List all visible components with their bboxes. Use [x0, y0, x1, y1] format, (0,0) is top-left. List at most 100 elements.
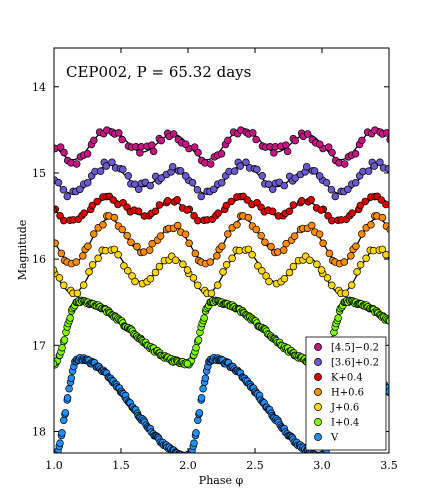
data-point-3-6-0-2 — [384, 165, 389, 173]
data-point-4-5-0-2 — [157, 136, 166, 145]
data-point-3-6-0-2 — [322, 178, 331, 187]
data-point-k-0-4 — [243, 196, 252, 204]
x-tick-label: 2.5 — [246, 459, 264, 472]
data-point-j-0-6 — [341, 289, 350, 298]
data-point-4-5-0-2 — [324, 143, 333, 151]
data-point-3-6-0-2 — [63, 192, 72, 201]
data-point-j-0-6 — [265, 277, 273, 286]
data-point-h-0-6 — [90, 230, 98, 238]
y-tick-label: 17 — [32, 339, 46, 352]
data-point-h-0-6 — [127, 238, 135, 246]
data-point-4-5-0-2 — [328, 148, 336, 157]
data-point-h-0-6 — [110, 213, 119, 222]
axis-ticks: 1.0 1.5 2.0 2.5 3.0 3.5 14 15 16 17 18 — [32, 48, 398, 472]
chart-title: CEP002, P = 65.32 days — [66, 63, 251, 81]
data-point-h-0-6 — [279, 246, 288, 254]
legend-label: J+0.6 — [330, 403, 359, 414]
data-point-h-0-6 — [148, 239, 156, 248]
data-point-3-6-0-2 — [344, 185, 352, 194]
data-point-j-0-6 — [120, 262, 128, 270]
data-point-h-0-6 — [156, 232, 165, 240]
data-point-i-0-4 — [194, 336, 203, 344]
data-point-h-0-6 — [347, 252, 355, 260]
data-point-h-0-6 — [181, 230, 190, 238]
data-point-4-5-0-2 — [351, 150, 360, 158]
data-point-4-5-0-2 — [149, 147, 158, 156]
data-point-3-6-0-2 — [364, 167, 373, 175]
data-point-k-0-4 — [285, 207, 294, 215]
data-point-4-5-0-2 — [340, 160, 349, 168]
data-point-3-6-0-2 — [168, 162, 177, 171]
legend-label: H+0.6 — [331, 388, 364, 399]
legend-marker — [314, 418, 322, 426]
data-point-j-0-6 — [73, 289, 82, 298]
data-point-h-0-6 — [340, 258, 349, 266]
data-point-h-0-6 — [378, 213, 387, 222]
data-point-3-6-0-2 — [291, 174, 300, 182]
data-point-h-0-6 — [319, 239, 327, 247]
data-point-j-0-6 — [55, 274, 64, 282]
data-point-4-5-0-2 — [358, 136, 366, 145]
legend-label: [3.6]+0.2 — [331, 358, 379, 369]
data-point-v — [192, 429, 200, 437]
data-point-3-6-0-2 — [210, 185, 218, 194]
data-point-k-0-4 — [214, 209, 222, 217]
data-point-j-0-6 — [124, 267, 132, 275]
data-point-j-0-6 — [189, 274, 198, 282]
data-point-4-5-0-2 — [224, 136, 232, 145]
data-point-j-0-6 — [328, 281, 336, 290]
data-point-h-0-6 — [84, 242, 92, 251]
data-point-h-0-6 — [224, 230, 232, 238]
data-point-3-6-0-2 — [108, 158, 116, 167]
data-point-4-5-0-2 — [136, 149, 144, 157]
data-point-h-0-6 — [79, 252, 87, 260]
data-point-4-5-0-2 — [148, 141, 156, 149]
data-point-j-0-6 — [110, 245, 119, 254]
data-point-i-0-4 — [334, 314, 342, 322]
data-point-4-5-0-2 — [270, 149, 278, 157]
data-point-j-0-6 — [248, 251, 256, 259]
data-point-k-0-4 — [54, 206, 57, 214]
data-point-k-0-4 — [93, 197, 101, 206]
data-point-4-5-0-2 — [249, 129, 257, 137]
data-point-h-0-6 — [118, 225, 126, 234]
y-tick-label: 18 — [32, 425, 46, 438]
data-point-v — [65, 384, 73, 393]
legend-marker — [314, 373, 322, 381]
data-point-j-0-6 — [146, 275, 155, 283]
data-point-4-5-0-2 — [115, 129, 123, 137]
data-point-j-0-6 — [382, 251, 389, 259]
data-point-4-5-0-2 — [83, 150, 92, 158]
data-point-h-0-6 — [352, 242, 360, 251]
data-point-j-0-6 — [317, 266, 326, 274]
data-point-v — [58, 429, 66, 437]
data-point-k-0-4 — [361, 197, 370, 206]
data-point-4-5-0-2 — [169, 130, 178, 138]
data-point-4-5-0-2 — [282, 141, 290, 149]
data-point-4-5-0-2 — [60, 148, 68, 157]
data-point-j-0-6 — [60, 281, 68, 290]
data-point-3-6-0-2 — [217, 178, 226, 187]
data-point-h-0-6 — [54, 239, 59, 247]
x-tick-label: 1.5 — [112, 459, 130, 472]
x-tick-label: 1.0 — [45, 459, 63, 472]
data-point-k-0-4 — [163, 197, 172, 205]
data-point-j-0-6 — [305, 256, 314, 264]
data-point-h-0-6 — [315, 230, 324, 238]
data-point-3-6-0-2 — [188, 178, 197, 187]
data-point-3-6-0-2 — [124, 172, 132, 180]
data-point-k-0-4 — [328, 216, 336, 225]
data-point-k-0-4 — [377, 196, 386, 204]
data-point-h-0-6 — [72, 258, 80, 266]
data-point-k-0-4 — [307, 196, 315, 204]
data-point-k-0-4 — [151, 207, 160, 215]
data-point-h-0-6 — [252, 225, 260, 234]
data-point-k-0-4 — [348, 209, 356, 217]
data-point-v — [197, 394, 206, 402]
data-point-3-6-0-2 — [193, 186, 202, 194]
data-point-3-6-0-2 — [376, 158, 384, 167]
data-point-h-0-6 — [191, 249, 200, 258]
data-point-4-5-0-2 — [291, 136, 300, 145]
data-point-4-5-0-2 — [206, 160, 215, 168]
data-point-v — [63, 394, 72, 402]
